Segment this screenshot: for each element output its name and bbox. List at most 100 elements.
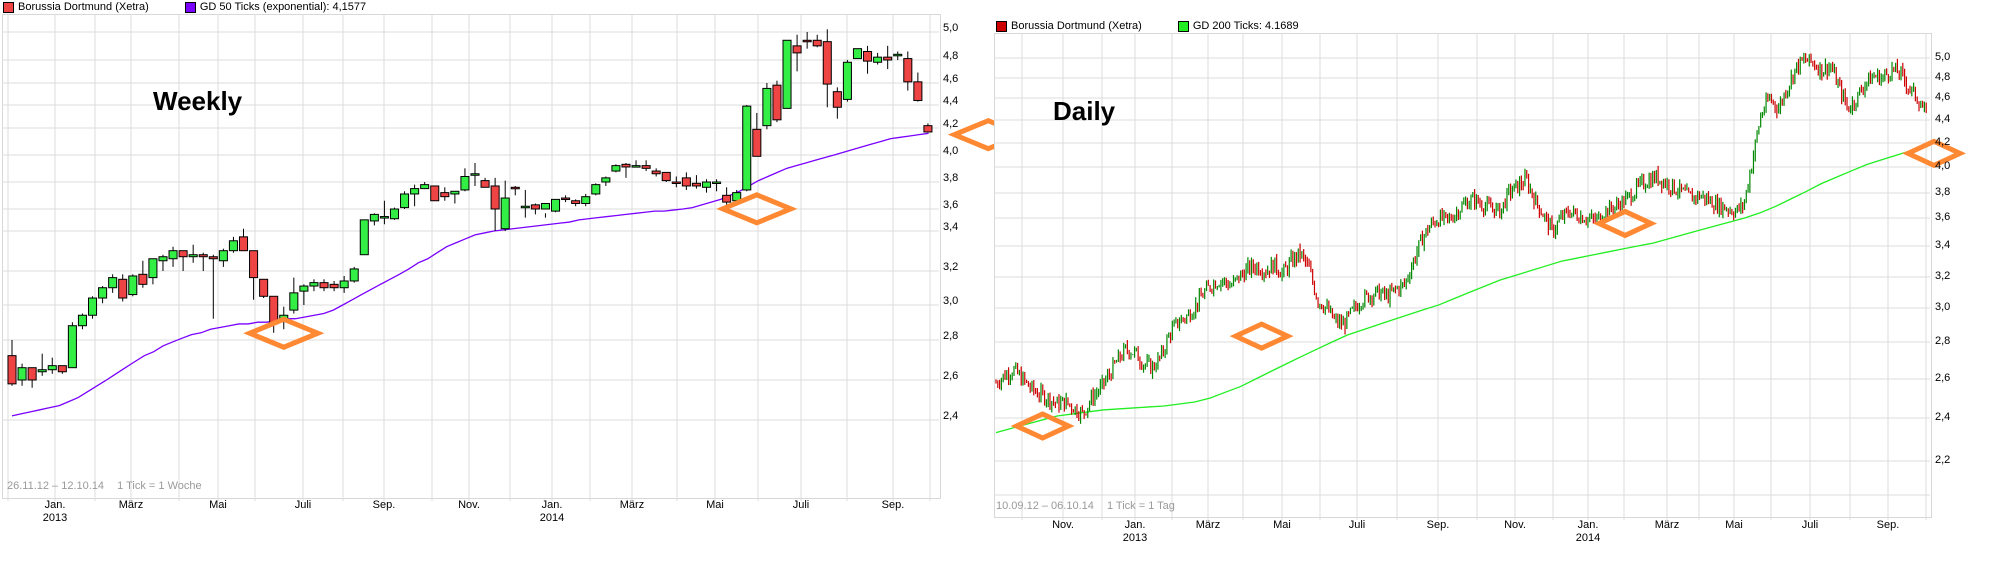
y-tick-label: 2,8 xyxy=(1935,335,1951,347)
daily-title: Daily xyxy=(1053,96,1116,126)
candlestick xyxy=(389,208,400,220)
candlestick xyxy=(591,184,601,195)
candlestick xyxy=(289,292,299,311)
candlestick xyxy=(671,181,681,184)
candlestick xyxy=(772,84,782,121)
candlestick xyxy=(490,185,500,210)
candlestick xyxy=(893,53,903,57)
weekly-legend: Borussia Dortmund (Xetra) GD 50 Ticks (e… xyxy=(3,1,402,13)
legend-label-ma: GD 200 Ticks: 4.1689 xyxy=(1192,20,1299,32)
x-tick-label: Jan. 2014 xyxy=(539,499,565,524)
y-tick-label: 3,0 xyxy=(943,295,959,307)
candlestick xyxy=(379,216,389,219)
highlight-diamond-marker xyxy=(716,192,798,226)
legend-item-ma: GD 200 Ticks: 4.1689 xyxy=(1177,20,1299,32)
x-tick-label: Juli xyxy=(294,499,312,511)
daily-range-info: 10.09.12 – 06.10.14 1 Tick = 1 Tag xyxy=(996,500,1175,512)
candlestick xyxy=(138,273,148,285)
candlestick xyxy=(530,204,540,210)
candlestick xyxy=(701,181,712,188)
y-tick-label: 4,4 xyxy=(943,95,959,107)
candlestick xyxy=(611,165,621,172)
candlestick xyxy=(77,314,87,327)
highlight-diamond-marker xyxy=(1593,208,1658,239)
candlestick xyxy=(410,188,420,195)
candlestick xyxy=(299,285,309,292)
candlestick xyxy=(339,280,349,289)
candlestick xyxy=(903,58,913,83)
y-tick-label: 3,8 xyxy=(943,172,959,184)
y-tick-label: 2,6 xyxy=(943,370,959,382)
candlestick xyxy=(98,287,108,299)
candlestick xyxy=(802,39,812,43)
candlestick xyxy=(752,128,762,157)
y-tick-label: 4,0 xyxy=(943,145,959,157)
candlestick xyxy=(883,56,893,61)
candlestick xyxy=(7,355,17,385)
y-tick-label: 3,8 xyxy=(1935,186,1951,198)
highlight-diamond-marker xyxy=(1010,411,1075,441)
x-tick-label: Mai xyxy=(706,499,724,511)
candlestick xyxy=(923,125,933,133)
candlestick xyxy=(480,180,490,188)
y-tick-label: 3,4 xyxy=(943,221,959,233)
candlestick xyxy=(430,185,440,202)
x-tick-label: Nov. xyxy=(1052,519,1074,531)
candlestick xyxy=(238,236,249,252)
x-tick-label: Mai xyxy=(1273,519,1291,531)
candlestick xyxy=(651,170,661,175)
x-tick-label: Sep. xyxy=(881,499,905,511)
daily-legend: Borussia Dortmund (Xetra) GD 200 Ticks: … xyxy=(996,20,1335,32)
y-tick-label: 4,0 xyxy=(1935,160,1951,172)
x-tick-label: Mai xyxy=(209,499,227,511)
x-tick-label: Mai xyxy=(1725,519,1743,531)
y-tick-label: 2,2 xyxy=(1935,454,1951,466)
candlestick xyxy=(218,250,228,262)
x-tick-label: Juli xyxy=(1348,519,1366,531)
candlestick xyxy=(742,105,752,191)
y-tick-label: 4,2 xyxy=(1935,136,1951,148)
candlestick xyxy=(27,367,37,381)
candlestick xyxy=(188,254,198,258)
candlestick xyxy=(873,56,883,63)
candlestick xyxy=(852,48,863,60)
candlestick xyxy=(571,200,581,204)
x-tick-label: März xyxy=(1654,519,1680,531)
x-tick-label: März xyxy=(1195,519,1221,531)
x-tick-label: Juli xyxy=(792,499,810,511)
candlestick xyxy=(661,171,671,182)
x-tick-label: Sep. xyxy=(1426,519,1450,531)
candlestick xyxy=(832,91,842,108)
candlestick xyxy=(329,283,339,289)
candlestick xyxy=(681,177,691,187)
candlestick xyxy=(631,165,641,168)
candlestick xyxy=(178,250,188,258)
y-tick-label: 3,4 xyxy=(1935,239,1951,251)
candlestick xyxy=(540,202,550,210)
moving-average-line xyxy=(995,145,1929,434)
candlestick xyxy=(913,81,923,102)
candlestick xyxy=(128,275,138,296)
y-tick-label: 2,4 xyxy=(943,410,959,422)
y-tick-label: 3,2 xyxy=(943,261,959,273)
candlestick xyxy=(349,268,359,282)
daily-date-range: 10.09.12 – 06.10.14 xyxy=(996,500,1094,512)
candlestick xyxy=(520,205,530,209)
candlestick xyxy=(863,50,873,62)
candlestick xyxy=(782,39,792,109)
candlestick xyxy=(510,186,520,190)
x-tick-label: Sep. xyxy=(372,499,396,511)
legend-item-stock: Borussia Dortmund (Xetra) xyxy=(3,1,149,13)
y-tick-label: 4,8 xyxy=(1935,71,1951,83)
x-tick-label: Juli xyxy=(1801,519,1819,531)
legend-label-stock: Borussia Dortmund (Xetra) xyxy=(1011,20,1142,32)
candlestick xyxy=(500,197,510,230)
y-tick-label: 2,6 xyxy=(1935,372,1951,384)
x-tick-label: Jan. 2013 xyxy=(42,499,68,524)
candlestick xyxy=(67,325,77,369)
candlestick xyxy=(581,196,591,204)
y-tick-label: 5,0 xyxy=(1935,51,1951,63)
moving-average-line xyxy=(11,132,929,417)
